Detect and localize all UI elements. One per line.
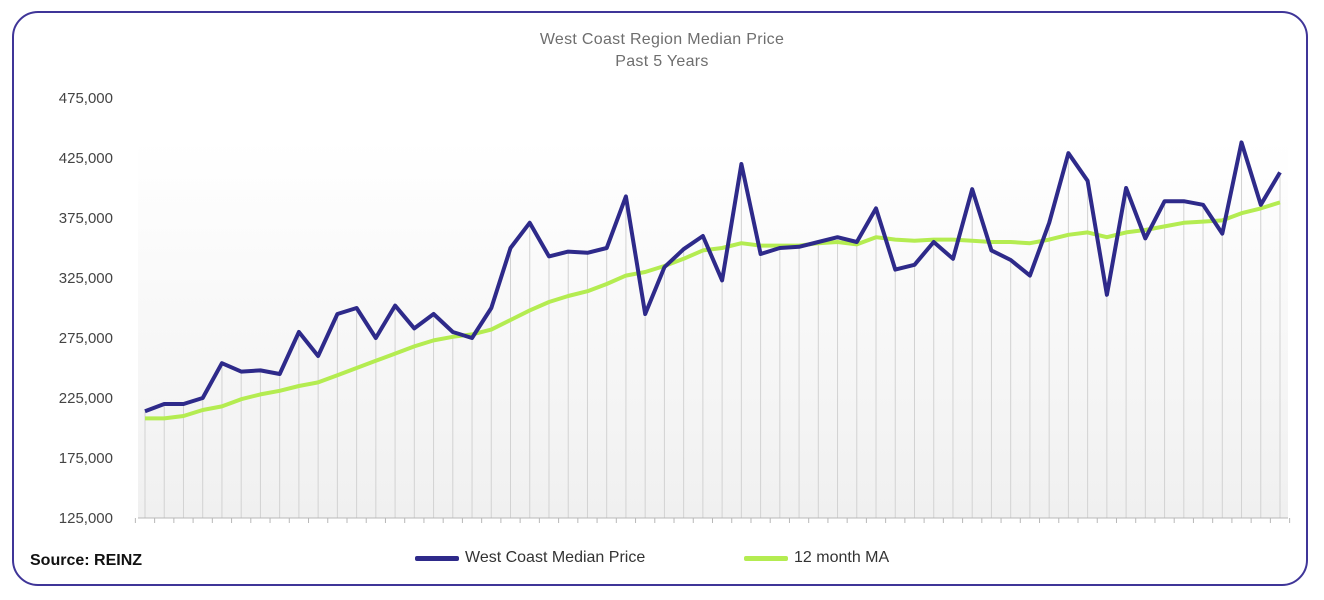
y-tick-label: 275,000	[59, 330, 113, 347]
series-price-line	[144, 140, 1282, 414]
legend-item-ma: 12 month MA	[744, 548, 889, 568]
y-tick-label: 475,000	[59, 90, 113, 107]
chart-title: West Coast Region Median Price	[539, 31, 785, 48]
legend-swatch-ma	[744, 555, 788, 561]
source-note: Source: REINZ	[30, 552, 143, 569]
y-tick-label: 225,000	[59, 390, 113, 407]
plot-background	[138, 140, 1288, 518]
x-axis	[134, 517, 1291, 523]
y-tick-label: 125,000	[59, 510, 113, 527]
y-tick-label: 325,000	[59, 270, 113, 287]
chart-subtitle: Past 5 Years	[615, 53, 709, 70]
series-ma-line	[145, 200, 1281, 421]
legend-label-ma: 12 month MA	[794, 549, 890, 566]
y-tick-label: 425,000	[59, 150, 113, 167]
legend-item-price: West Coast Median Price	[415, 548, 645, 568]
legend-label-price: West Coast Median Price	[465, 549, 646, 566]
legend-swatch-price	[415, 555, 459, 561]
y-tick-label: 375,000	[59, 210, 113, 227]
y-tick-label: 175,000	[59, 450, 113, 467]
y-axis: 125,000 175,000 225,000 275,000 325,000 375,0…	[59, 90, 113, 527]
